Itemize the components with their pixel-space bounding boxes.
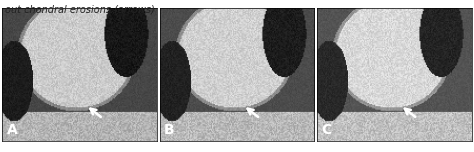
Text: C: C	[321, 123, 331, 137]
Text: A: A	[7, 123, 18, 137]
Text: B: B	[164, 123, 174, 137]
Text: out chondral erosions (arrows): out chondral erosions (arrows)	[5, 5, 155, 15]
